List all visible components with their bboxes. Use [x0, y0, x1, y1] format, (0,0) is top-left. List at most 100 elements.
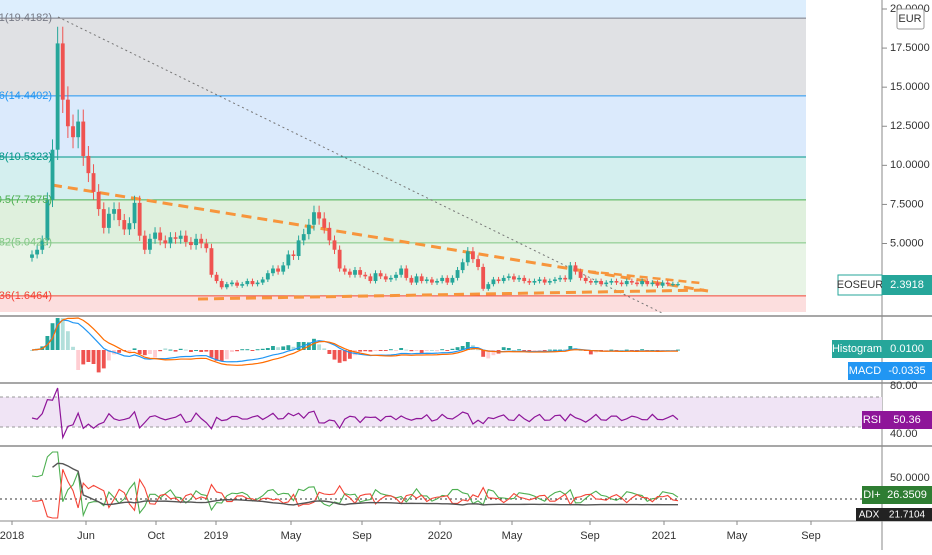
candle-body	[588, 281, 593, 283]
candle-body	[224, 284, 229, 288]
candle-body	[573, 265, 578, 272]
candle-body	[158, 232, 163, 241]
candle-body	[265, 273, 270, 280]
candle-body	[347, 271, 352, 275]
macd-hist-bar	[183, 349, 188, 351]
candle-body	[491, 279, 496, 285]
candle-body	[245, 281, 250, 285]
histogram-label: Histogram	[832, 343, 882, 355]
candle-body	[235, 282, 240, 286]
price-axis-label-3: 12.5000	[890, 120, 930, 132]
candle-body	[204, 243, 209, 249]
fib-band-top	[0, 0, 806, 19]
candle-body	[583, 277, 588, 282]
macd-hist-bar	[445, 350, 450, 351]
macd-hist-bar	[30, 350, 34, 351]
candle-body	[624, 281, 629, 285]
diagonal-trendline	[57, 16, 663, 314]
candle-body	[419, 276, 424, 282]
macd-hist-bar	[55, 318, 60, 350]
candle-body	[168, 237, 173, 244]
di-plus-line	[31, 451, 679, 518]
macd-hist-bar	[424, 350, 429, 351]
di-plus-label: DI+	[863, 489, 880, 501]
candle-body	[327, 227, 332, 241]
candle-body	[445, 277, 450, 283]
time-axis-label-5: Sep	[352, 530, 372, 542]
candle-body	[594, 281, 598, 283]
time-axis-label-0: 2018	[0, 530, 24, 542]
macd-hist-bar	[378, 350, 383, 351]
candle-body	[635, 282, 639, 285]
candle-body	[122, 220, 127, 230]
time-axis-label-11: Sep	[801, 530, 821, 542]
candle-body	[189, 241, 193, 246]
candle-body	[317, 212, 322, 219]
di-plus-tag	[862, 486, 882, 504]
macd-hist-bar	[204, 350, 209, 352]
fib-label-5: 0.236(1.6464)	[0, 290, 52, 302]
macd-hist-bar	[414, 350, 419, 351]
candle-body	[117, 209, 122, 221]
candle-body	[112, 209, 116, 214]
macd-hist-bar	[373, 350, 378, 351]
macd-hist-bar	[214, 350, 219, 361]
price-axis-label-4: 10.0000	[890, 159, 930, 171]
candle-body	[81, 121, 86, 156]
candle-body	[460, 262, 465, 271]
macd-hist-bar	[271, 346, 275, 350]
time-axis-label-3: 2019	[204, 530, 228, 542]
macd-hist-bar	[563, 349, 568, 351]
currency-box	[896, 8, 925, 30]
macd-hist-bar	[322, 348, 327, 350]
candle-body	[147, 238, 152, 250]
candle-body	[553, 279, 557, 282]
candle-body	[358, 270, 363, 275]
candle-body	[209, 248, 214, 275]
macd-hist-bar	[481, 350, 486, 357]
macd-hist-bar	[312, 338, 316, 350]
candle-body	[276, 268, 281, 272]
macd-hist-bar	[347, 350, 352, 359]
macd-hist-bar	[404, 349, 409, 351]
macd-hist-bar	[209, 350, 214, 358]
time-axis-label-10: May	[727, 530, 748, 542]
candle-body	[291, 254, 296, 257]
macd-hist-bar	[291, 346, 296, 350]
candle-body	[599, 281, 604, 285]
candle-body	[568, 265, 573, 280]
candle-body	[240, 284, 245, 286]
candle-body	[363, 274, 368, 277]
fib-band-2	[0, 157, 806, 200]
candle-body	[214, 274, 219, 282]
macd-hist-bar	[527, 350, 532, 352]
time-axis-label-1: Jun	[77, 530, 95, 542]
candle-body	[106, 213, 111, 228]
macd-hist-bar	[624, 349, 629, 351]
macd-hist-bar	[60, 318, 65, 350]
candle-body	[194, 238, 198, 246]
candle-body	[368, 276, 373, 282]
candle-body	[199, 238, 204, 244]
macd-hist-bar	[388, 349, 393, 351]
support-trendline	[197, 288, 709, 301]
candle-body	[537, 279, 542, 282]
candle-body	[614, 281, 619, 283]
candle-body	[383, 276, 388, 280]
last-price-tag	[882, 275, 932, 295]
candle-body	[547, 281, 552, 283]
macd-hist-bar	[163, 348, 168, 350]
di-plus-value-tag	[882, 486, 932, 504]
di-plus-value: 26.3509	[887, 489, 927, 501]
price-axis-label-2: 15.0000	[890, 81, 930, 93]
candle-body	[619, 282, 624, 285]
candle-body	[388, 277, 393, 280]
candle-body	[163, 240, 168, 244]
candle-body	[271, 268, 275, 274]
candle-body	[373, 273, 378, 282]
signal-line	[31, 317, 679, 366]
rsi-tag	[862, 411, 882, 429]
macd-hist-bar	[619, 350, 624, 351]
